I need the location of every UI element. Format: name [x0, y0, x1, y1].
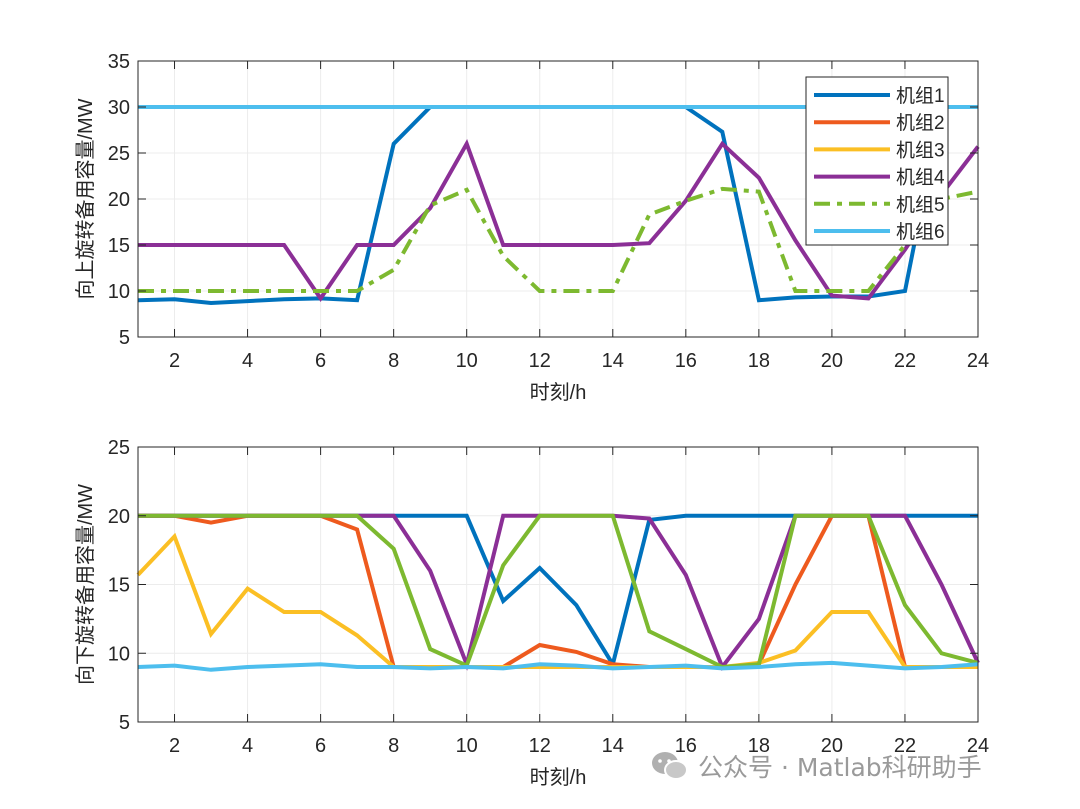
legend-label-unit6: 机组6 [896, 221, 945, 243]
subplot-2: 2 4 6 8 10 12 14 16 18 20 22 24510152025时刻/h向下旋转备用容… [74, 437, 989, 789]
x-tick-label: 20 [821, 350, 843, 372]
y-axis-label: 向上旋转备用容量/MW [74, 98, 97, 299]
x-axis-label: 时刻/h [530, 766, 587, 789]
series-line-unit4 [138, 139, 980, 302]
series-line-unit3 [136, 532, 978, 669]
x-tick-label: 8 [388, 735, 399, 757]
watermark-text: 公众号 · Matlab科研助手 [698, 753, 982, 782]
legend-label-unit2: 机组2 [896, 112, 945, 134]
x-tick-label: 2 [169, 350, 180, 372]
series-line-unit6 [137, 660, 979, 672]
y-axis-label: 向下旋转备用容量/MW [74, 484, 97, 685]
x-tick-label: 16 [675, 350, 697, 372]
x-tick-label: 24 [967, 350, 989, 372]
legend-label-unit4: 机组4 [896, 167, 945, 189]
watermark: 公众号 · Matlab科研助手 [650, 748, 982, 784]
x-tick-label: 22 [894, 350, 916, 372]
x-tick-label: 16 [675, 735, 697, 757]
x-tick-label: 22 [894, 735, 916, 757]
x-tick-label: 18 [748, 735, 770, 757]
x-tick-label: 18 [748, 350, 770, 372]
legend-label-unit5: 机组5 [896, 194, 945, 216]
y-tick-label: 25 [108, 437, 130, 459]
x-tick-label: 24 [967, 735, 989, 757]
x-tick-label: 4 [242, 735, 253, 757]
series-line-unit5 [138, 186, 979, 293]
x-tick-label: 10 [456, 735, 478, 757]
series-line-unit5 [138, 513, 979, 670]
x-tick-label: 14 [602, 350, 624, 372]
x-tick-label: 4 [242, 350, 253, 372]
y-tick-label: 35 [108, 51, 130, 73]
y-tick-label: 10 [108, 643, 130, 665]
y-tick-label: 10 [108, 281, 130, 303]
wechat-icon [650, 750, 690, 782]
y-tick-label: 15 [108, 575, 130, 597]
legend-label-unit3: 机组3 [896, 139, 945, 161]
y-tick-label: 5 [119, 712, 130, 734]
x-tick-label: 12 [529, 735, 551, 757]
subplot-1: 2 4 6 8 10 12 14 16 18 20 22 245101520253035时刻/h向上旋… [74, 51, 989, 404]
x-tick-label: 14 [602, 735, 624, 757]
x-tick-label: 6 [315, 735, 326, 757]
y-tick-label: 20 [108, 189, 130, 211]
x-tick-label: 2 [169, 735, 180, 757]
y-tick-label: 15 [108, 235, 130, 257]
legend-box [805, 76, 949, 246]
legend: 机组1 机组2 机组3 机组4 机组5 机组6 [805, 76, 949, 246]
legend-label-unit1: 机组1 [896, 85, 945, 107]
x-tick-label: 8 [388, 350, 399, 372]
x-tick-label: 12 [529, 350, 551, 372]
x-tick-label: 6 [315, 350, 326, 372]
y-tick-label: 30 [108, 97, 130, 119]
y-tick-label: 25 [108, 143, 130, 165]
y-tick-label: 5 [119, 327, 130, 349]
x-axis-label: 时刻/h [530, 381, 587, 404]
x-tick-label: 10 [456, 350, 478, 372]
x-tick-label: 20 [821, 735, 843, 757]
y-tick-label: 20 [108, 506, 130, 528]
